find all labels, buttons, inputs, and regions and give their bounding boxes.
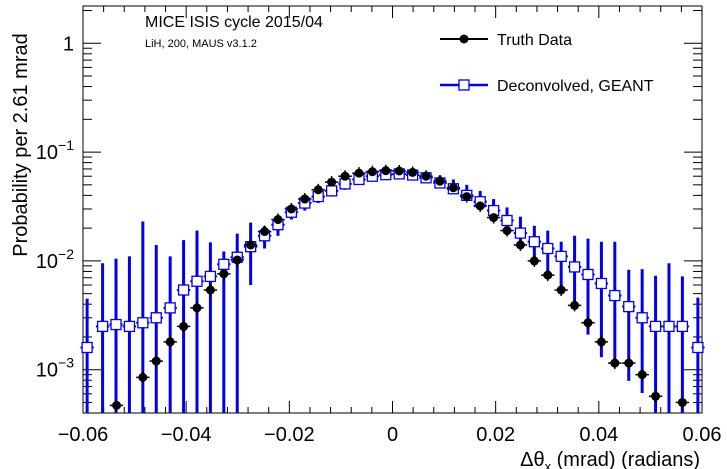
truth-point xyxy=(556,285,566,295)
truth-point xyxy=(502,226,512,236)
truth-point xyxy=(435,176,445,186)
deconvolved-point xyxy=(514,227,527,239)
x-tick-label: −0.04 xyxy=(161,424,212,446)
deconvolved-point xyxy=(191,275,203,287)
deconvolved-point xyxy=(542,242,554,255)
truth-point xyxy=(273,215,283,225)
deconvolved-point xyxy=(150,312,162,324)
deconvolved-point xyxy=(218,258,230,270)
deconvolved-points xyxy=(81,168,704,354)
y-tick-label: 10−3 xyxy=(36,355,74,382)
y-axis-title: Probability per 2.61 mrad xyxy=(10,33,32,256)
truth-point xyxy=(489,213,499,223)
x-tick-label: 0.04 xyxy=(579,424,618,446)
x-tick-label: 0 xyxy=(387,424,398,446)
truth-point xyxy=(232,255,242,265)
deconvolved-point xyxy=(325,185,338,197)
truth-point xyxy=(313,185,323,195)
deconvolved-point xyxy=(555,250,567,263)
truth-point xyxy=(624,358,634,368)
deconvolved-point xyxy=(609,289,621,302)
truth-point xyxy=(340,171,350,181)
deconvolved-point xyxy=(177,284,190,296)
deconvolved-point xyxy=(81,341,93,354)
deconvolved-point xyxy=(110,318,122,331)
truth-point xyxy=(677,397,687,407)
truth-point xyxy=(394,166,404,176)
y-tick-label: 10−1 xyxy=(36,137,74,164)
axis-ticks xyxy=(82,6,703,414)
truth-point xyxy=(543,270,553,280)
x-axis-title-main: Δθ xyxy=(520,449,544,469)
deconvolved-point xyxy=(164,302,176,314)
truth-point xyxy=(651,391,661,401)
x-tick-label: 0.02 xyxy=(476,424,515,446)
deconvolved-point xyxy=(595,277,608,290)
legend-truth-label: Truth Data xyxy=(497,32,572,49)
deconvolved-point xyxy=(676,320,689,333)
x-axis-title: Δθx (mrad) (radians) xyxy=(520,449,700,469)
truth-point xyxy=(381,166,391,176)
deconvolved-point xyxy=(96,320,109,333)
y-tick-label: 1 xyxy=(63,33,74,55)
truth-point xyxy=(165,337,175,347)
tick-labels: −0.06 −0.04 −0.02 0 0.02 0.04 0.06 10−3 10−2 10−1… xyxy=(36,33,722,446)
truth-point xyxy=(570,300,580,310)
x-tick-label: 0.06 xyxy=(683,424,722,446)
annotation-config: LiH, 200, MAUS v3.1.2 xyxy=(145,38,257,50)
truth-point xyxy=(205,285,215,295)
deconvolved-point xyxy=(501,214,513,227)
y-tick-label: 10−2 xyxy=(36,246,74,273)
truth-point xyxy=(448,183,458,193)
deconvolved-point xyxy=(663,320,675,333)
deconvolved-point xyxy=(582,268,594,281)
truth-point xyxy=(475,201,485,211)
deconvolved-point xyxy=(528,236,541,248)
deconvolved-point xyxy=(649,320,662,333)
truth-point xyxy=(583,318,593,328)
legend-deconvolved-marker xyxy=(458,79,470,91)
truth-point xyxy=(637,370,647,380)
plot-frame xyxy=(82,5,703,414)
truth-points xyxy=(112,166,687,410)
truth-point xyxy=(462,192,472,202)
legend-truth-marker xyxy=(459,34,469,44)
deconvolved-point xyxy=(137,317,149,329)
truth-point xyxy=(246,240,256,250)
deconvolved-point xyxy=(123,320,136,333)
truth-point xyxy=(138,372,148,382)
truth-point xyxy=(300,194,310,204)
truth-point xyxy=(354,168,364,178)
truth-point xyxy=(515,240,525,250)
deconvolved-point xyxy=(568,261,581,273)
truth-point xyxy=(596,337,606,347)
truth-point xyxy=(219,269,229,279)
truth-point xyxy=(367,167,377,177)
plot-area-border xyxy=(82,5,703,414)
legend: Truth Data Deconvolved, GEANT xyxy=(440,32,654,95)
truth-point xyxy=(151,356,161,366)
deconvolved-point xyxy=(692,341,704,354)
truth-point xyxy=(192,303,202,313)
x-axis-title-units: (mrad) (radians) xyxy=(551,449,700,469)
truth-point xyxy=(610,358,620,368)
truth-point xyxy=(179,321,189,331)
truth-point xyxy=(529,256,539,266)
x-axis-title-subscript: x xyxy=(545,459,552,469)
truth-point xyxy=(260,227,270,237)
annotation-cycle: MICE ISIS cycle 2015/04 xyxy=(145,14,323,31)
deconvolved-point xyxy=(636,312,648,324)
truth-point xyxy=(421,171,431,181)
truth-point xyxy=(112,400,122,410)
truth-point xyxy=(408,167,418,177)
x-tick-label: −0.02 xyxy=(264,424,315,446)
legend-deconvolved-label: Deconvolved, GEANT xyxy=(497,78,654,95)
deconvolved-point xyxy=(623,300,635,313)
deconvolved-point xyxy=(204,270,217,283)
truth-point xyxy=(327,177,337,187)
truth-point xyxy=(286,204,296,214)
x-tick-label: −0.06 xyxy=(58,424,109,446)
